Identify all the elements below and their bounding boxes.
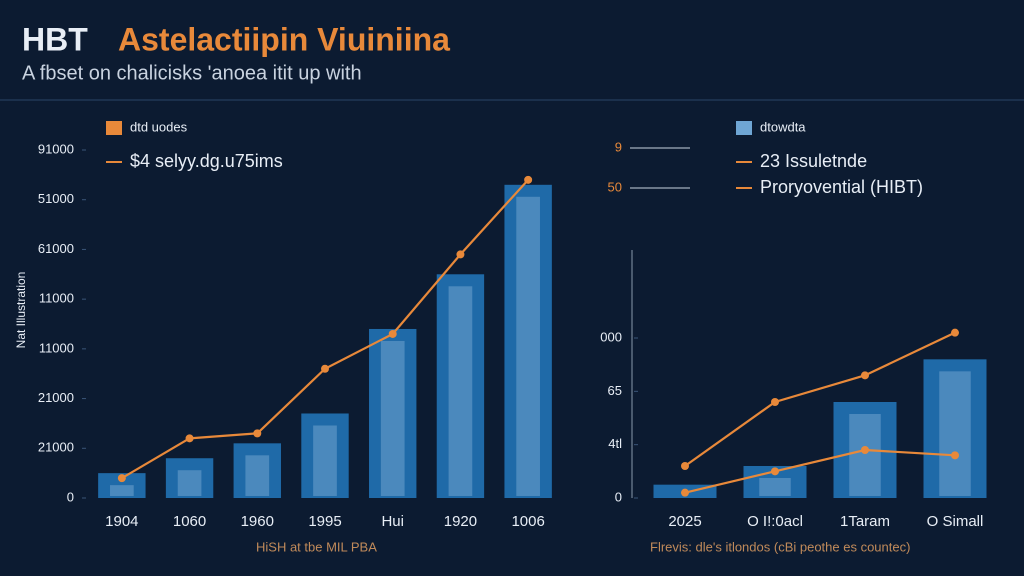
annotation: 50 <box>608 179 622 194</box>
x-tick-label: O Simall <box>927 513 984 530</box>
x-tick-label: 1960 <box>241 513 274 530</box>
marker <box>681 488 689 497</box>
x-tick-label: 1904 <box>105 513 138 530</box>
bar-glow <box>448 286 473 496</box>
bar-glow <box>759 478 791 496</box>
y-tick-label: 0 <box>615 489 622 504</box>
y-tick-label: 11000 <box>39 340 74 355</box>
y-tick-label: 0 <box>67 489 74 504</box>
y-tick-label: 65 <box>608 383 622 398</box>
bar-glow <box>849 414 881 496</box>
legend-label: dtd uodes <box>130 119 188 134</box>
x-tick-label: 1995 <box>308 513 341 530</box>
y-tick-label: 11000 <box>39 291 74 306</box>
x-tick-label: 1060 <box>173 513 206 530</box>
bar-glow <box>110 485 134 496</box>
marker <box>321 364 329 373</box>
x-tick-label: 2025 <box>668 513 701 530</box>
bar <box>301 413 349 498</box>
x-tick-label: O I!:0acl <box>747 513 803 530</box>
y-tick-label: 91000 <box>38 141 74 156</box>
x-tick-label: 1006 <box>511 513 544 530</box>
bar <box>436 274 485 498</box>
y-tick-label: 21000 <box>38 440 74 455</box>
bar-glow <box>939 371 971 496</box>
bar-glow <box>177 470 202 496</box>
y-tick-label: 000 <box>600 329 622 344</box>
marker <box>117 474 126 483</box>
legend-label: $4 selyy.dg.u75ims <box>130 151 283 171</box>
bar <box>165 458 214 498</box>
line <box>684 331 956 467</box>
x-tick-label: Hui <box>381 513 404 530</box>
bar-glow <box>313 425 337 496</box>
annotation: 9 <box>615 139 622 154</box>
subtitle: A fbset on chalicisks 'anoea itit up wit… <box>22 62 362 84</box>
marker <box>253 429 262 438</box>
y-tick-label: 51000 <box>38 191 74 206</box>
bar-glow <box>380 340 405 496</box>
caption: Flrevis: dle's itlondos (cBi peothe es c… <box>650 539 910 554</box>
marker <box>861 446 869 454</box>
legend-label: dtowdta <box>760 119 806 134</box>
bar <box>233 443 281 498</box>
x-tick-label: 1920 <box>444 513 477 530</box>
marker <box>861 371 869 380</box>
legend-swatch <box>106 121 122 135</box>
bar <box>923 359 987 498</box>
y-tick-label: 21000 <box>38 390 74 405</box>
marker <box>771 398 779 406</box>
marker <box>524 175 533 184</box>
marker <box>388 329 397 338</box>
y-tick-label: 4tl <box>608 436 622 451</box>
caption: HiSH at tbe MIL PBA <box>256 539 377 554</box>
marker <box>456 250 465 259</box>
legend-label: Proryovential (HIBT) <box>760 177 923 197</box>
title-lead: HBT <box>22 21 88 57</box>
bar <box>369 328 417 498</box>
marker <box>951 451 959 460</box>
bar-glow <box>516 196 540 497</box>
marker <box>951 328 959 337</box>
marker <box>771 467 779 476</box>
x-tick-label: 1Taram <box>840 513 890 530</box>
marker <box>681 462 689 470</box>
bar <box>504 184 552 499</box>
legend-label: 23 Issuletnde <box>760 151 867 171</box>
title-rest: Astelactiipin Viuiniina <box>118 21 450 57</box>
y-tick-label: 61000 <box>38 241 74 256</box>
line <box>684 448 956 494</box>
bar-glow <box>245 455 270 496</box>
legend-swatch <box>736 121 752 135</box>
marker <box>185 434 194 443</box>
y-axis-label: Nat Illustration <box>14 272 28 349</box>
